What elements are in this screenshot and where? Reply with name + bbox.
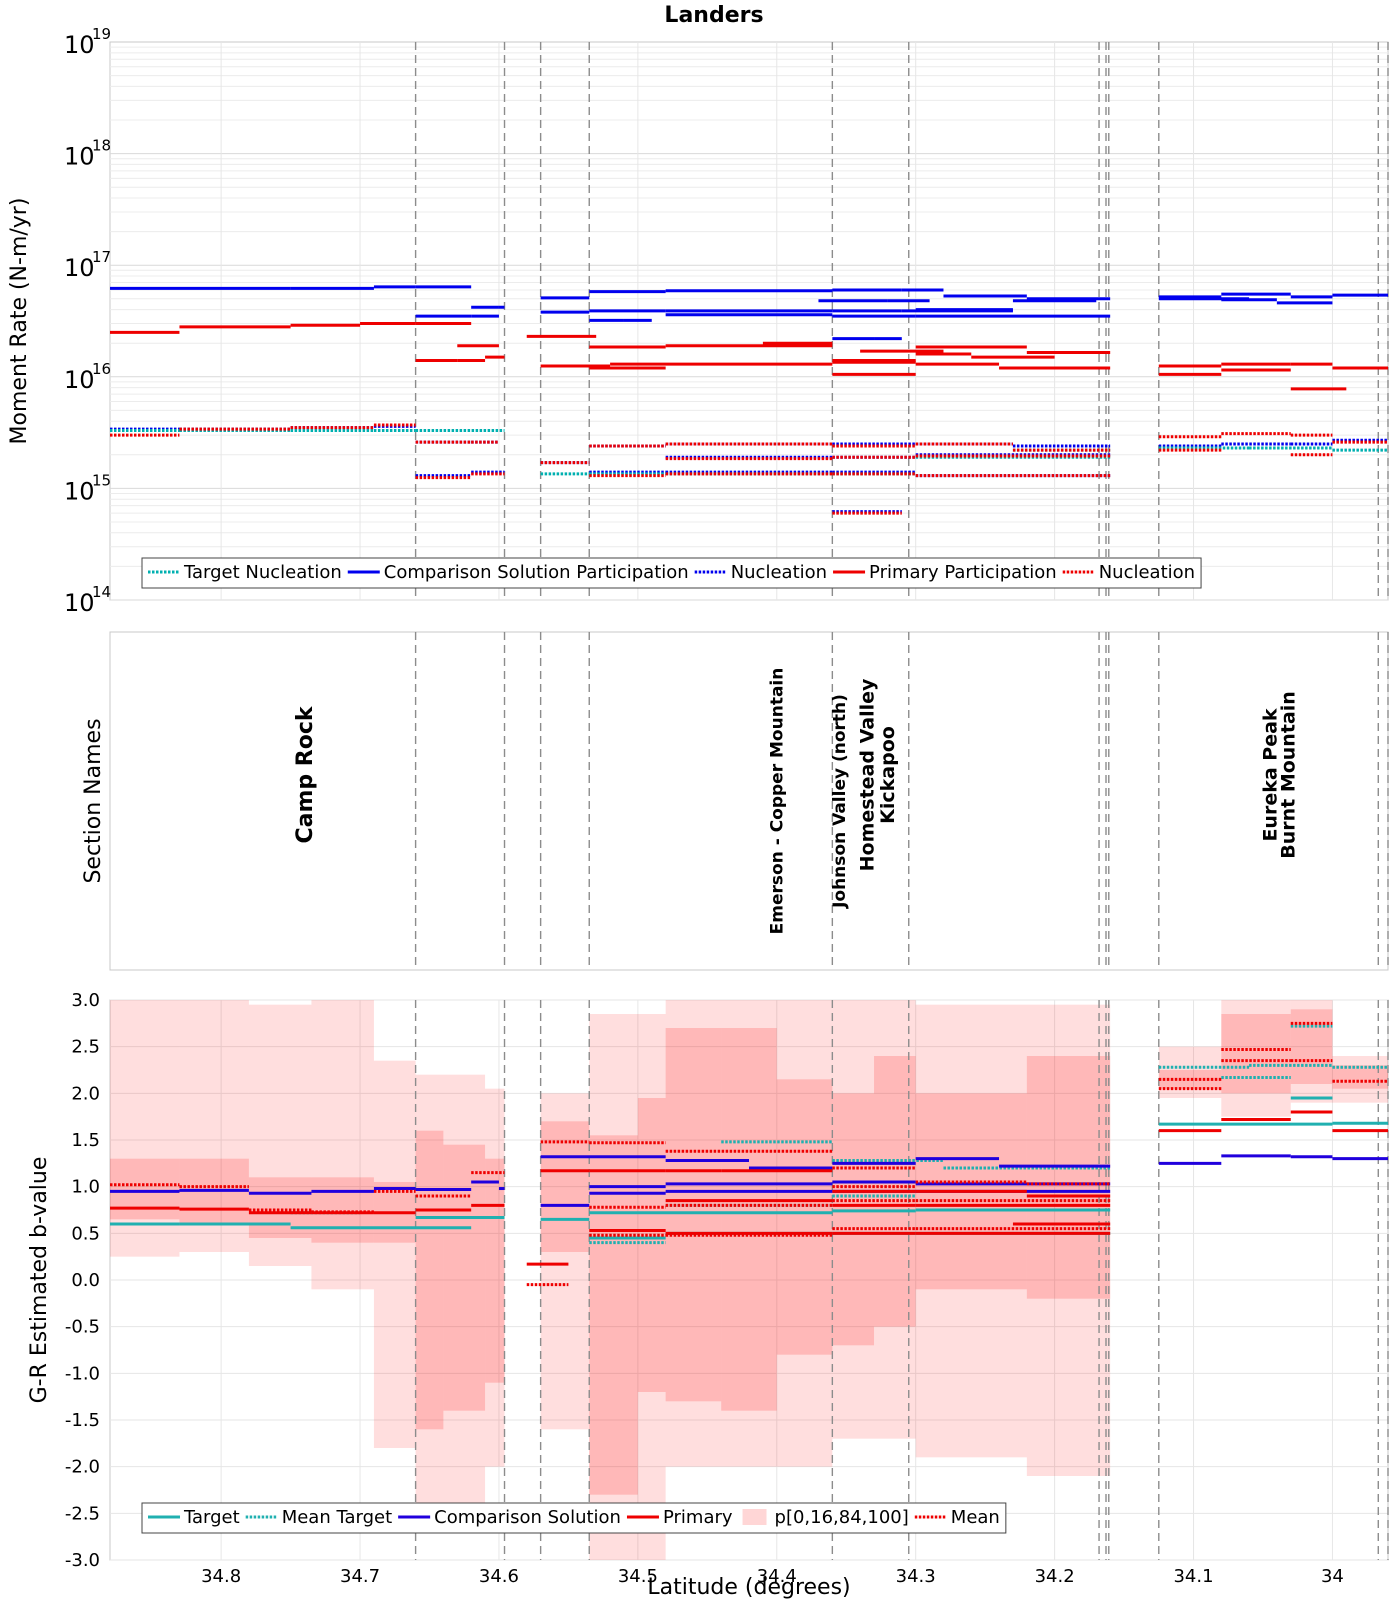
- y-tick-label: 0.5: [71, 1223, 100, 1244]
- percentile-band-outer: [248, 1004, 312, 1266]
- x-tick-label: 34.1: [1173, 1566, 1213, 1587]
- legend-swatch: [742, 1509, 767, 1525]
- x-tick-label: 34.8: [201, 1566, 241, 1587]
- section-label: Burnt Mountain: [1277, 691, 1299, 859]
- percentile-band-outer: [1221, 1000, 1291, 1117]
- percentile-band-outer: [1290, 1000, 1333, 1103]
- y-tick-label: -2.0: [65, 1457, 100, 1478]
- x-tick-label: 34.2: [1035, 1566, 1075, 1587]
- y-tick-label: 10: [64, 254, 95, 282]
- legend-label: Primary Participation: [869, 562, 1057, 583]
- legend-box: [141, 557, 1202, 589]
- percentile-band-outer: [915, 1004, 1027, 1458]
- percentile-band-outer: [311, 1000, 374, 1290]
- percentile-band-inner: [589, 1135, 638, 1495]
- percentile-band-inner: [721, 1028, 777, 1411]
- percentile-band-outer: [540, 1093, 590, 1430]
- legend-label: p[0,16,84,100]: [775, 1507, 909, 1528]
- y-tick-label: 2.5: [71, 1037, 100, 1058]
- x-tick-label: 34.7: [340, 1566, 380, 1587]
- percentile-band-inner: [1026, 1056, 1111, 1299]
- legend-label: Mean: [951, 1507, 1000, 1528]
- section-names-y-label: Section Names: [81, 718, 106, 883]
- percentile-band-inner: [415, 1130, 444, 1430]
- b-value-y-label: G-R Estimated b-value: [27, 1157, 52, 1404]
- percentile-band-inner: [1158, 1070, 1222, 1089]
- percentile-band-inner: [665, 1028, 722, 1402]
- legend-label: Nucleation: [731, 562, 827, 583]
- section-label: Johnson Valley (north): [830, 694, 850, 909]
- legend-label: Mean Target: [282, 1507, 392, 1528]
- section-label: Emerson - Copper Mountain: [767, 668, 787, 935]
- y-tick-label: 2.0: [71, 1083, 100, 1104]
- legend-label: Primary: [663, 1507, 733, 1528]
- y-tick-exponent: 17: [92, 248, 111, 266]
- section-label: Homestead Valley: [856, 678, 878, 871]
- y-tick-label: 0.0: [71, 1270, 100, 1291]
- legend-label: Comparison Solution: [434, 1507, 621, 1528]
- y-tick-label: -2.5: [65, 1503, 100, 1524]
- y-tick-label: -1.0: [65, 1363, 100, 1384]
- y-tick-label: -3.0: [65, 1550, 100, 1571]
- legend-box: [141, 1502, 1007, 1534]
- percentile-band-inner: [311, 1177, 374, 1243]
- y-tick-label: 1.5: [71, 1130, 100, 1151]
- legend-label: Target Nucleation: [183, 562, 342, 583]
- x-axis-label: Latitude (degrees): [647, 1575, 850, 1600]
- x-tick-label: 34.4: [757, 1566, 797, 1587]
- y-tick-label: 10: [64, 477, 95, 505]
- percentile-band-inner: [110, 1158, 180, 1220]
- percentile-band-inner: [485, 1158, 505, 1383]
- percentile-band-inner: [776, 1079, 833, 1355]
- b-value-legend: Target Mean Target Comparison Solution Prim…: [141, 1502, 1007, 1534]
- percentile-band-outer: [1026, 1004, 1111, 1476]
- percentile-band-inner: [832, 1093, 875, 1346]
- percentile-band-inner: [1221, 1014, 1291, 1094]
- y-tick-label: 1.0: [71, 1177, 100, 1198]
- percentile-band-inner: [1290, 1009, 1333, 1084]
- percentile-band-outer: [832, 1000, 916, 1439]
- b-value-panel: 3.0 2.5 2.0 1.5 1.0 0.5 0.0 -0.5 -1.0 -1.5 -2.0 -2.…: [27, 990, 1389, 1600]
- legend-label: Nucleation: [1099, 562, 1195, 583]
- percentile-band-outer: [589, 1014, 666, 1560]
- section-label: Eureka Peak: [1259, 708, 1281, 841]
- y-tick-label: -0.5: [65, 1317, 100, 1338]
- percentile-band-outer: [110, 1000, 180, 1257]
- percentile-band-inner: [637, 1098, 666, 1392]
- y-tick-label: 10: [64, 143, 95, 171]
- y-tick-exponent: 16: [92, 360, 111, 378]
- y-tick-label: 3.0: [71, 990, 100, 1011]
- section-label: Kickapoo: [877, 726, 899, 824]
- moment-rate-legend: Target Nucleation Comparison Solution Par…: [141, 557, 1202, 589]
- legend-label: Comparison Solution Participation: [384, 562, 689, 583]
- x-tick-label: 34: [1321, 1566, 1344, 1587]
- chart-title: Landers: [664, 3, 763, 28]
- percentile-band-outer: [373, 1060, 416, 1448]
- moment-rate-y-label: Moment Rate (N-m/yr): [7, 198, 32, 445]
- y-tick-label: 10: [64, 366, 95, 394]
- section-label: Camp Rock: [293, 705, 318, 843]
- y-tick-exponent: 14: [92, 583, 111, 601]
- x-tick-label: 34.3: [896, 1566, 936, 1587]
- x-tick-label: 34.6: [479, 1566, 519, 1587]
- y-tick-label: -1.5: [65, 1410, 100, 1431]
- x-tick-label: 34.5: [618, 1566, 658, 1587]
- y-tick-exponent: 19: [92, 25, 111, 43]
- y-tick-exponent: 18: [92, 137, 111, 155]
- section-names-panel: Camp Rock Emerson - Copper Mountain Johnso…: [81, 631, 1389, 971]
- y-tick-label: 10: [64, 589, 95, 617]
- legend-label: Target: [183, 1507, 240, 1528]
- y-tick-exponent: 15: [92, 471, 111, 489]
- percentile-band-inner: [443, 1144, 486, 1411]
- percentile-band-outer: [415, 1074, 486, 1532]
- y-tick-label: 10: [64, 31, 95, 59]
- percentile-band-inner: [1332, 1065, 1388, 1089]
